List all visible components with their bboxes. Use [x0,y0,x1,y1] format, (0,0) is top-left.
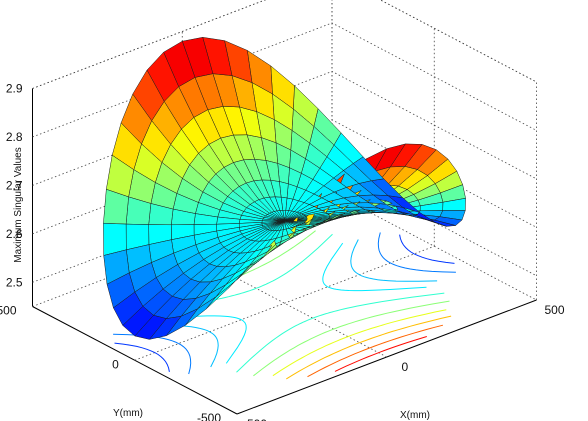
x-tick-label: 0 [401,360,408,374]
y-tick-label: 0 [112,357,119,371]
contour-line [347,309,447,338]
y-axis-label: Y(mm) [113,408,143,419]
z-tick-label: 2.5 [6,275,23,289]
grid-line-z [32,0,537,89]
grid-line-z [32,0,537,89]
z-tick-label: 2.8 [6,130,23,144]
contour-line [350,239,360,276]
contour-line [236,317,314,373]
contour-line [225,319,247,364]
contour-line [154,352,170,373]
contour-line [272,336,349,377]
contour-line [307,347,370,378]
contour-line [399,234,415,255]
contour-line [378,336,427,354]
z-tick-label: 2.9 [6,82,23,96]
z-tick-label: 2.6 [6,227,23,241]
contour-line [312,292,445,319]
tick-labels: 2.5 2.6 2.7 2.8 2.9 -500 0 500 -500 0 500 [0,82,565,421]
contour-line [322,242,344,288]
surface-patch [103,249,130,285]
contour-line [178,343,192,375]
contour-line [359,315,452,344]
y-tick-label: -500 [197,411,221,421]
contour-line [114,342,156,354]
contour-line [390,262,456,273]
contour-line [255,233,333,289]
contour-line [235,230,316,278]
contour-line [327,286,427,292]
contour-line [142,315,242,321]
contour-line [209,331,219,368]
floor-grid-y [134,245,435,361]
x-tick-label: -500 [243,417,267,421]
contour-line [413,253,455,264]
z-axis-label: Maximum Singular Values [13,147,24,262]
contour-line [333,300,450,330]
x-axis-label: X(mm) [400,410,430,421]
y-tick-label: 500 [0,304,17,318]
contour-line [253,328,334,377]
contour-line [286,342,360,380]
contour-line [334,352,379,372]
contour-line [377,232,391,264]
grid-line-z [32,22,537,138]
surface-mesh [103,36,466,340]
contour-line [359,274,438,282]
contour-line [369,324,444,349]
z-tick-label: 2.7 [6,178,23,192]
x-tick-label: 500 [544,303,564,317]
